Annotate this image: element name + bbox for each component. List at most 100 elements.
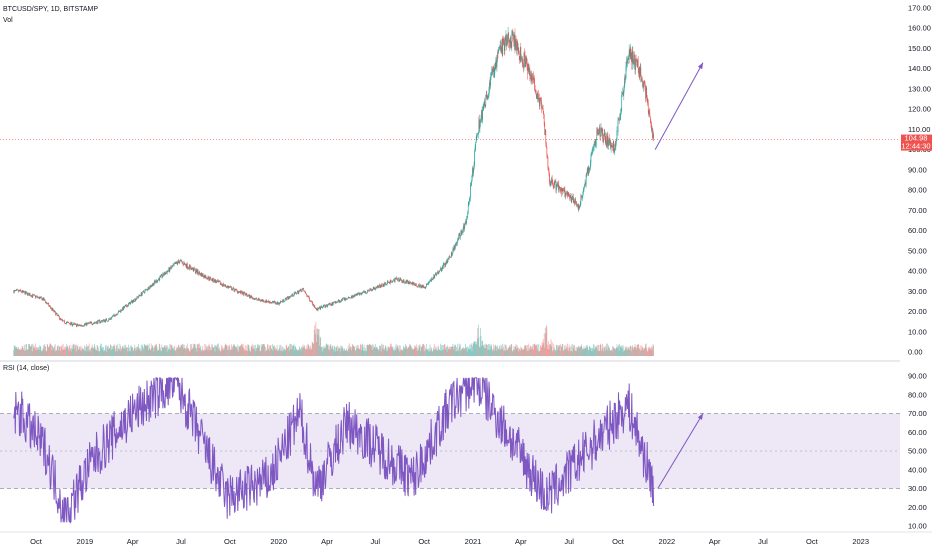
candle-body xyxy=(283,301,285,303)
volume-bar xyxy=(413,348,415,356)
candle-body xyxy=(537,93,539,98)
volume-bar xyxy=(176,349,178,356)
volume-bar xyxy=(150,343,152,356)
volume-bar xyxy=(123,348,125,356)
volume-bar xyxy=(90,346,92,356)
candle-body xyxy=(519,56,521,62)
candle-body xyxy=(405,282,406,283)
volume-bar xyxy=(54,345,55,356)
candle-body xyxy=(96,321,98,322)
volume-bar xyxy=(179,348,181,356)
candle-body xyxy=(113,314,114,316)
candle-body xyxy=(396,277,397,279)
volume-bar xyxy=(297,349,299,356)
volume-bar xyxy=(531,345,533,356)
candle-body xyxy=(342,298,343,301)
candle-body xyxy=(464,224,465,230)
volume-bar xyxy=(649,348,651,356)
candle-body xyxy=(416,286,418,288)
candle-body xyxy=(302,288,303,290)
candle-body xyxy=(64,323,66,324)
volume-bar xyxy=(471,351,473,356)
candle-body xyxy=(600,127,602,137)
volume-bar xyxy=(58,346,60,356)
time-tick-label: 2020 xyxy=(270,537,287,546)
price-scale[interactable]: 170.00160.00150.00140.00130.00120.00110.… xyxy=(900,0,932,550)
candle-body xyxy=(458,234,460,236)
volume-bar xyxy=(222,350,224,356)
candle-body xyxy=(436,274,437,275)
volume-bar xyxy=(424,345,426,356)
candle-body xyxy=(560,189,562,191)
volume-bar xyxy=(310,345,311,356)
candle-body xyxy=(258,298,259,300)
volume-bar xyxy=(97,351,99,356)
volume-bar xyxy=(616,347,617,356)
candle-body xyxy=(277,301,278,305)
candle-body xyxy=(581,197,583,199)
volume-bar xyxy=(441,345,443,356)
volume-bar xyxy=(103,347,104,356)
candle-body xyxy=(576,205,578,206)
candle-body xyxy=(506,43,508,46)
candle-body xyxy=(295,292,297,293)
candle-body xyxy=(472,168,474,173)
volume-bar xyxy=(183,344,185,356)
candle-body xyxy=(247,295,249,297)
volume-bar xyxy=(451,347,453,356)
volume-bar xyxy=(571,344,573,356)
candle-body xyxy=(40,296,42,298)
volume-bar xyxy=(254,344,256,356)
candle-body xyxy=(609,138,610,144)
volume-bar xyxy=(37,348,39,356)
volume-bar xyxy=(327,344,329,356)
volume-bar xyxy=(426,349,428,356)
volume-bar xyxy=(381,348,383,356)
volume-bar xyxy=(267,344,268,356)
volume-bar xyxy=(493,344,495,356)
volume-bar xyxy=(395,350,396,356)
price-tick-label: 80.00 xyxy=(908,186,927,195)
candle-body xyxy=(121,309,122,311)
volume-bar xyxy=(567,343,568,356)
candle-body xyxy=(643,80,645,84)
volume-bar xyxy=(40,346,42,356)
candle-body xyxy=(482,108,484,111)
volume-bar xyxy=(394,347,396,356)
candle-body xyxy=(36,296,38,297)
candle-body xyxy=(197,269,198,274)
volume-bar xyxy=(543,343,545,356)
candle-body xyxy=(28,293,30,296)
candle-body xyxy=(166,271,168,274)
volume-bar xyxy=(646,351,648,356)
candle-body xyxy=(567,192,569,196)
candle-body xyxy=(432,277,434,280)
rsi-legend[interactable]: RSI (14, close) xyxy=(3,365,49,372)
volume-bar xyxy=(302,344,304,356)
volume-bar xyxy=(481,345,482,356)
time-axis[interactable]: Oct 2019 Apr Jul Oct 2020 Apr Jul Oct 2021 Apr Jul O… xyxy=(0,531,932,546)
candle-body xyxy=(179,260,181,262)
candle-body xyxy=(286,297,287,301)
candle-body xyxy=(251,296,253,299)
volume-bar xyxy=(187,348,189,356)
candle-body xyxy=(587,169,589,175)
volume-bar xyxy=(308,344,309,356)
volume-bar xyxy=(87,345,88,356)
candle-body xyxy=(191,267,193,270)
candle-body xyxy=(409,282,411,284)
price-pane[interactable] xyxy=(0,0,900,360)
volume-legend[interactable]: Vol xyxy=(3,17,13,24)
volume-bar xyxy=(414,345,416,356)
rsi-pane[interactable] xyxy=(0,376,900,524)
symbol-title[interactable]: BTCUSD/SPY, 1D, BITSTAMP xyxy=(3,6,98,13)
candle-body xyxy=(157,280,158,282)
price-tick-label: 50.00 xyxy=(908,246,927,255)
candle-body xyxy=(162,273,164,277)
candle-body xyxy=(545,130,547,143)
volume-bar xyxy=(438,346,439,356)
candle-body xyxy=(497,53,499,54)
candle-body xyxy=(363,291,365,293)
volume-bar xyxy=(638,344,640,356)
